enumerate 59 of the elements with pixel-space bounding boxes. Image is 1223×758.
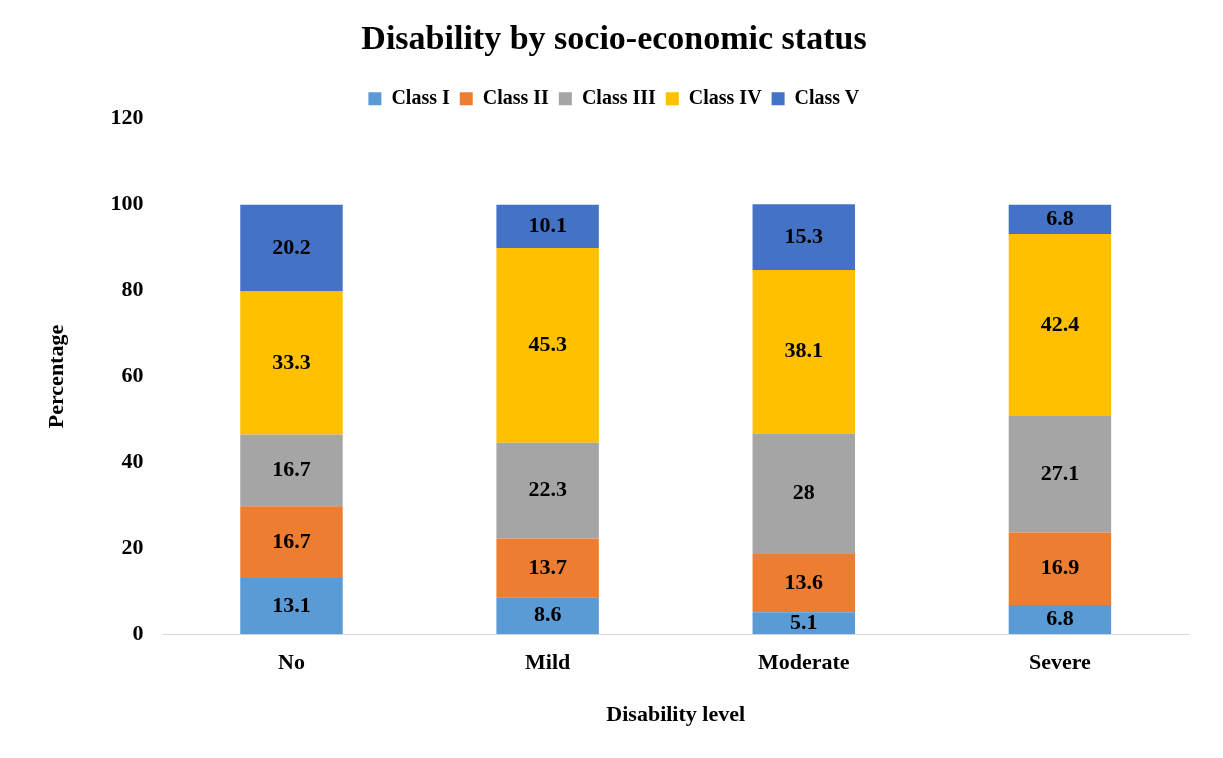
data-label: 42.4 [1040,310,1080,336]
data-label: 20.2 [272,233,311,259]
data-label: 5.1 [790,608,818,634]
bar [752,553,856,613]
bar [496,442,599,539]
data-label: 22.3 [528,476,567,502]
data-label: 10.1 [528,212,567,238]
x-tick-label: Severe [1028,649,1092,675]
y-tick-label: 20 [121,533,144,559]
x-axis-title: Disability level [606,701,746,727]
y-tick-label: 100 [110,190,144,216]
data-label: 16.7 [272,456,311,482]
bar [752,612,856,635]
legend-label: Class III [581,85,657,108]
bar [752,204,856,270]
y-axis-title: Percentage [42,324,68,429]
bar [1008,604,1112,635]
data-label: 28 [792,479,815,505]
y-tick-label: 0 [132,619,144,645]
data-label: 38.1 [784,337,824,363]
data-label: 6.8 [1046,605,1074,631]
bar [496,538,599,598]
bar [240,506,343,578]
legend-label: Class I [391,85,450,108]
data-label: 13.6 [784,568,824,594]
data-label: 16.9 [1040,554,1080,580]
bar [1008,416,1112,533]
bar [496,248,599,443]
legend-label: Class II [482,85,550,108]
legend-label: Class IV [688,85,763,108]
bar [1008,532,1112,605]
bar [1008,233,1112,417]
y-tick-label: 40 [121,448,144,474]
bar [752,433,856,554]
data-label: 33.3 [272,348,311,374]
bar [240,577,343,635]
x-tick-label: No [278,649,305,675]
chart-title: Disability by socio-economic status [361,19,867,57]
bar [240,204,343,292]
y-tick-label: 80 [121,276,144,302]
data-label: 8.6 [533,601,562,627]
data-label: 27.1 [1040,459,1080,485]
data-label: 45.3 [528,331,567,357]
bar [496,204,599,249]
bar [1008,204,1112,234]
data-label: 16.7 [272,527,311,553]
bar [240,434,343,507]
data-label: 13.1 [272,591,311,617]
y-tick-label: 120 [110,104,144,130]
data-label: 13.7 [528,553,567,579]
data-label: 6.8 [1046,204,1074,230]
data-label: 15.3 [784,222,824,248]
y-tick-label: 60 [121,362,144,388]
legend-label: Class V [794,85,860,108]
x-tick-label: Moderate [757,649,850,675]
x-tick-label: Mild [525,649,571,675]
bar [496,597,599,635]
bar [752,269,856,434]
bar [240,291,343,435]
